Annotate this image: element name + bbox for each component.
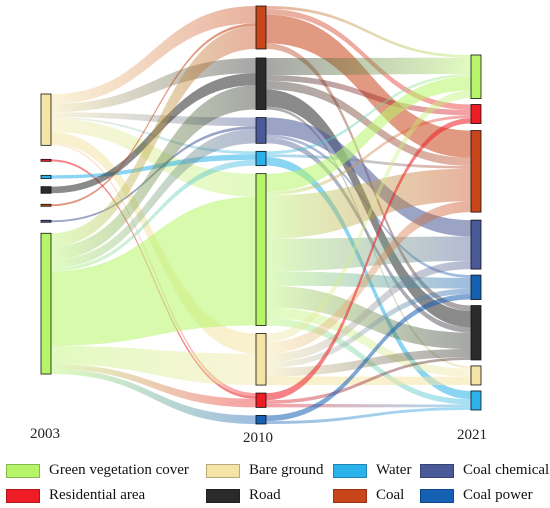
- flow-2010-green-to-2021-coal: [266, 168, 471, 239]
- legend-item-resid: Residential area: [6, 487, 145, 504]
- legend-item-coal: Coal: [333, 487, 404, 504]
- legend-item-water: Water: [333, 462, 411, 479]
- flow-2010-coalchem-to-2021-road: [266, 137, 471, 333]
- flow-2010-bare-to-2021-green: [266, 90, 471, 343]
- flow-2010-coal-to-2021-green: [266, 6, 471, 58]
- flow-2010-road-to-2021-resid: [266, 75, 471, 116]
- legend-label-coalchem: Coal chemical: [463, 462, 550, 478]
- flow-2003-green-to-2010-resid: [51, 364, 256, 408]
- node-2003-resid: [40, 158, 52, 162]
- flow-2010-green-to-2021-coalchem: [266, 236, 471, 272]
- flow-2010-power-to-2021-water: [266, 407, 471, 424]
- flow-2010-bare-to-2021-coal: [266, 201, 471, 354]
- flow-2003-green-to-2010-green: [51, 196, 256, 346]
- legend-item-power: Coal power: [420, 487, 533, 504]
- flow-2003-bare-to-2010-coal: [51, 6, 256, 104]
- flow-2010-bare-to-2021-power: [266, 288, 471, 368]
- node-2021-bare: [470, 365, 482, 386]
- flow-2010-bare-to-2021-coalchem: [266, 260, 471, 363]
- flow-2003-bare-to-2010-road: [51, 57, 256, 113]
- legend-label-bare: Bare ground: [249, 462, 324, 478]
- legend-item-coalchem: Coal chemical: [420, 462, 549, 479]
- year-label-2021: 2021: [457, 427, 487, 443]
- flow-2010-green-to-2021-bare: [266, 307, 471, 377]
- flow-2010-green-to-2021-road: [266, 285, 471, 350]
- flow-2010-water-to-2021-green: [266, 74, 471, 155]
- legend-item-bare: Bare ground: [206, 462, 324, 479]
- legend-swatch-coal: [333, 488, 367, 503]
- legend-label-resid: Residential area: [49, 487, 146, 503]
- year-label-2003: 2003: [30, 426, 60, 442]
- node-2021-green: [470, 54, 482, 99]
- flow-2010-power-to-2021-power: [266, 294, 471, 422]
- flow-2010-resid-to-2021-resid: [266, 118, 471, 401]
- flow-2003-green-to-2010-coalchem: [51, 129, 256, 269]
- legend-label-power: Coal power: [463, 487, 533, 503]
- legend-swatch-road: [206, 488, 240, 503]
- legend-item-green: Green vegetation cover: [6, 462, 189, 479]
- legend-swatch-power: [420, 488, 454, 503]
- node-2010-bare: [255, 333, 267, 386]
- node-2010-green: [255, 173, 267, 326]
- sankey-nodes: [40, 5, 482, 425]
- legend-swatch-bare: [206, 463, 240, 478]
- flow-2010-coalchem-to-2021-coalchem: [266, 117, 471, 237]
- legend-swatch-green: [6, 463, 40, 478]
- node-2021-resid: [470, 104, 482, 124]
- legend-label-green: Green vegetation cover: [49, 462, 189, 478]
- flow-2003-green-to-2010-coal: [51, 26, 256, 247]
- flow-2003-coal-to-2010-coal: [51, 23, 256, 207]
- node-2003-coalchem: [40, 219, 52, 223]
- node-2003-coal: [40, 203, 52, 207]
- flow-2003-bare-to-2010-green: [51, 118, 256, 197]
- legend-label-water: Water: [376, 462, 412, 478]
- legend-label-road: Road: [249, 487, 281, 503]
- node-2010-coalchem: [255, 117, 267, 144]
- flow-2010-resid-to-2021-water: [266, 403, 471, 408]
- flow-2003-green-to-2010-bare: [51, 345, 256, 386]
- flow-2010-water-to-2021-coal: [266, 154, 471, 169]
- node-2010-road: [255, 57, 267, 110]
- sankey-links: [51, 6, 471, 424]
- flow-2003-green-to-2010-water: [51, 159, 256, 272]
- node-2010-resid: [255, 392, 267, 408]
- flow-2010-road-to-2021-green: [266, 57, 471, 76]
- node-2021-road: [470, 305, 482, 361]
- node-2021-water: [470, 390, 482, 411]
- flow-2010-green-to-2021-resid: [266, 115, 471, 196]
- node-2021-coalchem: [470, 219, 482, 270]
- year-label-2010: 2010: [243, 430, 273, 446]
- legend-label-coal: Coal: [376, 487, 405, 503]
- sankey-diagram: [40, 5, 482, 425]
- legend-swatch-water: [333, 463, 367, 478]
- flow-2003-green-to-2010-road: [51, 85, 256, 260]
- node-2021-coal: [470, 130, 482, 213]
- flow-2010-resid-to-2021-road: [266, 357, 471, 404]
- node-2003-bare: [40, 93, 52, 146]
- flow-2010-green-to-2021-green: [266, 76, 471, 192]
- node-2003-road: [40, 186, 52, 194]
- flow-2003-green-to-2010-power: [51, 369, 256, 424]
- legend-item-road: Road: [206, 487, 281, 504]
- node-2010-coal: [255, 5, 267, 50]
- legend-swatch-resid: [6, 488, 40, 503]
- legend: Green vegetation cover Bare ground Water…: [0, 456, 550, 508]
- node-2021-power: [470, 274, 482, 300]
- node-2010-water: [255, 150, 267, 167]
- flow-2010-road-to-2021-coal: [266, 80, 471, 166]
- node-2003-green: [40, 232, 52, 375]
- node-2003-water: [40, 174, 52, 180]
- legend-swatch-coalchem: [420, 463, 454, 478]
- node-2010-power: [255, 415, 267, 425]
